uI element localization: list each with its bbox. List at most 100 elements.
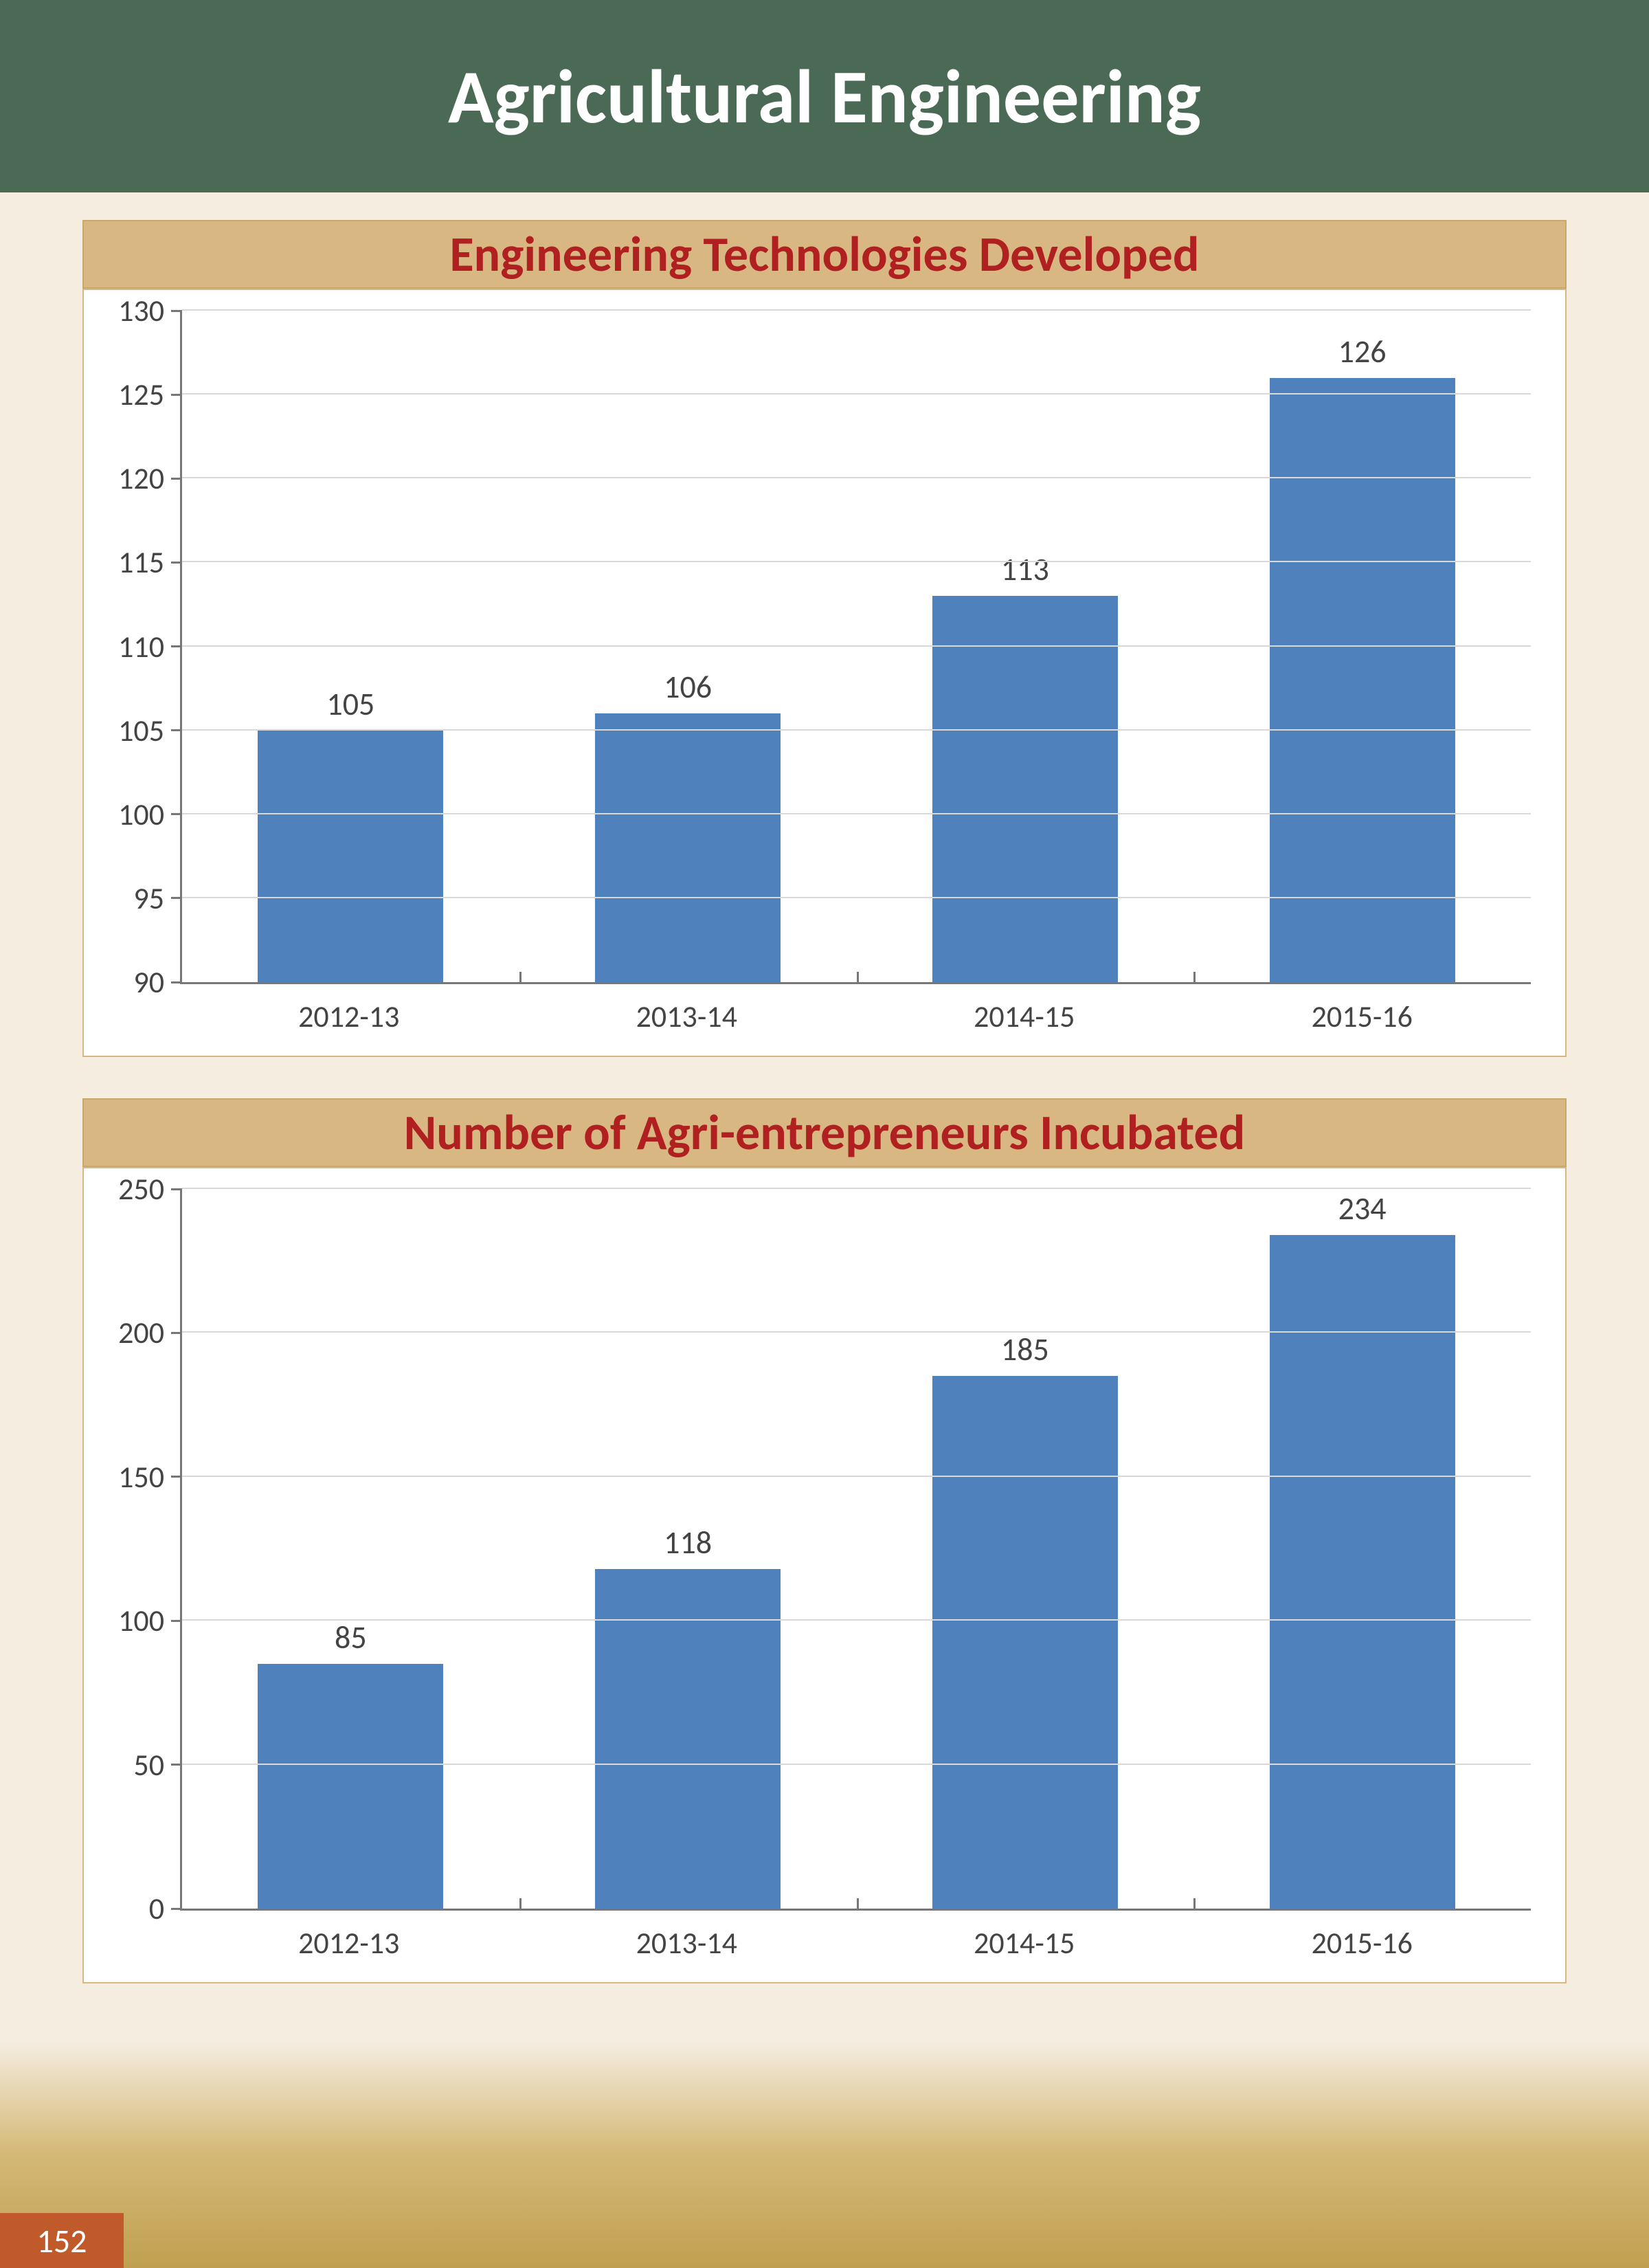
ytick-label: 115	[118, 544, 164, 581]
chart1-section: Engineering Technologies Developed 10510…	[82, 220, 1567, 1057]
ytick-label: 150	[118, 1458, 164, 1496]
bar-slot: 126	[1193, 311, 1531, 982]
xtick-label: 2012-13	[180, 1911, 518, 1961]
ytick-mark	[171, 1476, 182, 1478]
bar-slot: 185	[857, 1189, 1194, 1909]
content-area: Engineering Technologies Developed 10510…	[0, 192, 1649, 1983]
xtick-mark	[1193, 1898, 1196, 1911]
gridline	[182, 1619, 1531, 1621]
ytick-mark	[171, 478, 182, 480]
bar-slot: 234	[1193, 1189, 1531, 1909]
xtick-label: 2015-16	[1193, 984, 1532, 1035]
ytick-label: 100	[118, 1602, 164, 1639]
ytick-label: 125	[118, 376, 164, 413]
xtick-mark	[519, 1898, 521, 1911]
chart1-title-band: Engineering Technologies Developed	[82, 220, 1567, 289]
bar-value-label: 113	[1001, 551, 1049, 589]
xtick-mark	[857, 972, 859, 984]
chart1-plot-area: 105106113126 9095100105110115120125130 2…	[180, 311, 1531, 1035]
ytick-label: 105	[118, 712, 164, 749]
gridline	[182, 1331, 1531, 1333]
bar: 234	[1270, 1235, 1455, 1909]
ytick-mark	[171, 1764, 182, 1766]
ytick-mark	[171, 1620, 182, 1622]
xtick-label: 2013-14	[518, 1911, 856, 1961]
bar-slot: 118	[519, 1189, 857, 1909]
page-number: 152	[37, 2221, 87, 2261]
xtick-mark	[857, 1898, 859, 1911]
bar-value-label: 106	[664, 668, 712, 707]
chart2-section: Number of Agri-entrepreneurs Incubated 8…	[82, 1098, 1567, 1983]
xtick-label: 2013-14	[518, 984, 856, 1035]
gridline	[182, 1188, 1531, 1189]
ytick-mark	[171, 394, 182, 396]
ytick-mark	[171, 1188, 182, 1190]
header-band: Agricultural Engineering	[0, 0, 1649, 192]
ytick-mark	[171, 562, 182, 564]
bar-slot: 106	[519, 311, 857, 982]
bar-slot: 113	[857, 311, 1194, 982]
ytick-label: 50	[133, 1746, 164, 1783]
ytick-mark	[171, 813, 182, 815]
bar: 106	[595, 713, 781, 982]
xtick-label: 2015-16	[1193, 1911, 1532, 1961]
gridline	[182, 645, 1531, 647]
gridline	[182, 729, 1531, 731]
ytick-label: 110	[118, 628, 164, 665]
bar-slot: 85	[182, 1189, 519, 1909]
page-number-badge: 152	[0, 2213, 124, 2268]
ytick-label: 200	[118, 1314, 164, 1351]
chart1-plot: 105106113126 9095100105110115120125130	[180, 311, 1531, 984]
xtick-label: 2014-15	[855, 984, 1193, 1035]
ytick-label: 250	[118, 1170, 164, 1208]
chart2-bars: 85 118 185 234	[182, 1189, 1531, 1909]
gridline	[182, 477, 1531, 478]
chart2-box: 85 118 185 234 0 50 100 150 200 250 2012-132013-…	[82, 1167, 1567, 1983]
bar-value-label: 118	[664, 1524, 712, 1562]
bar: 113	[932, 596, 1118, 982]
bar-value-label: 185	[1001, 1331, 1049, 1369]
ytick-label: 130	[118, 292, 164, 329]
chart2-xaxis: 2012-132013-142014-152015-16	[180, 1911, 1531, 1961]
chart1-bars: 105 106 113 126	[182, 311, 1531, 982]
ytick-label: 100	[118, 796, 164, 833]
chart2-title-band: Number of Agri-entrepreneurs Incubated	[82, 1098, 1567, 1167]
ytick-mark	[171, 1908, 182, 1910]
bar-value-label: 105	[326, 685, 374, 724]
page-title: Agricultural Engineering	[448, 50, 1201, 143]
bar: 85	[258, 1664, 443, 1909]
xtick-label: 2014-15	[855, 1911, 1193, 1961]
bar: 105	[258, 731, 443, 982]
xtick-mark	[519, 972, 521, 984]
chart1-box: 105 106 113 126 90 95 100 105 110 115 120 125 130 2…	[82, 289, 1567, 1057]
chart2-plot-area: 85118185234 050100150200250 2012-132013-…	[180, 1189, 1531, 1961]
gridline	[182, 309, 1531, 311]
ytick-mark	[171, 1332, 182, 1334]
ytick-mark	[171, 645, 182, 647]
bar-value-label: 234	[1338, 1190, 1387, 1228]
ytick-label: 0	[149, 1890, 164, 1927]
ytick-mark	[171, 729, 182, 731]
gridline	[182, 561, 1531, 562]
gridline	[182, 897, 1531, 898]
ytick-mark	[171, 897, 182, 899]
gridline	[182, 393, 1531, 394]
ytick-mark	[171, 310, 182, 312]
gridline	[182, 1476, 1531, 1477]
xtick-mark	[1193, 972, 1196, 984]
ytick-label: 120	[118, 460, 164, 497]
bar-value-label: 126	[1338, 333, 1387, 371]
gridline	[182, 1764, 1531, 1765]
bar-slot: 105	[182, 311, 519, 982]
chart1-xaxis: 2012-132013-142014-152015-16	[180, 984, 1531, 1035]
ytick-label: 90	[133, 964, 164, 1001]
gridline	[182, 813, 1531, 814]
ytick-label: 95	[133, 880, 164, 917]
chart1-title: Engineering Technologies Developed	[449, 224, 1199, 285]
bar-value-label: 85	[335, 1619, 367, 1657]
chart2-title: Number of Agri-entrepreneurs Incubated	[404, 1102, 1245, 1163]
ytick-mark	[171, 981, 182, 983]
xtick-label: 2012-13	[180, 984, 518, 1035]
bar: 185	[932, 1376, 1118, 1909]
bar: 126	[1270, 378, 1455, 982]
